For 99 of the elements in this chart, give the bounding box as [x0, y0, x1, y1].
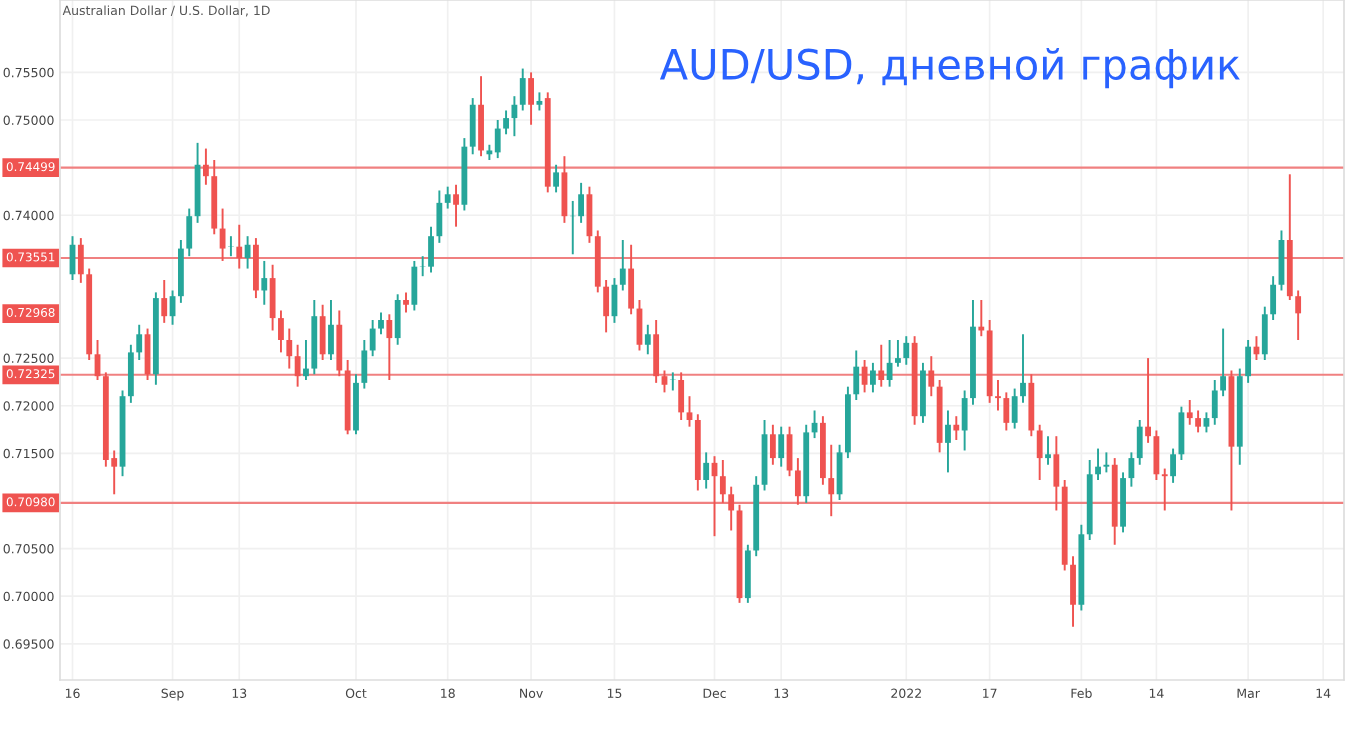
candlestick: [1145, 357, 1151, 444]
candlestick: [453, 183, 459, 228]
candlestick: [1136, 419, 1143, 466]
candlestick: [744, 543, 751, 604]
candlestick: [1103, 451, 1110, 474]
candlestick: [653, 319, 660, 384]
candlestick: [528, 71, 534, 126]
candlestick: [228, 235, 234, 258]
candlestick: [369, 319, 376, 358]
candlestick: [303, 339, 309, 381]
candlestick: [1195, 409, 1202, 434]
candlestick: [1211, 379, 1218, 426]
candlestick: [1028, 373, 1035, 438]
candlestick: [294, 343, 301, 388]
candlestick: [161, 279, 168, 324]
candlestick: [953, 415, 960, 441]
candlestick: [578, 181, 585, 224]
candlestick: [253, 237, 259, 300]
candlestick: [536, 91, 543, 112]
candlestick: [269, 263, 276, 332]
candlestick: [353, 373, 359, 436]
text: AUD/USD, дневной график: [659, 48, 1240, 89]
candlestick: [1261, 305, 1268, 361]
candlestick: [478, 75, 484, 158]
candlestick: [278, 309, 284, 354]
candlestick: [1161, 467, 1168, 512]
candlestick: [519, 67, 526, 112]
candlestick: [853, 349, 860, 401]
candlestick: [511, 95, 518, 138]
candlestick: [686, 395, 693, 428]
candlestick: [1220, 327, 1227, 398]
candlestick: [1095, 447, 1101, 481]
candlestick: [995, 379, 1001, 412]
candlestick: [1203, 411, 1210, 434]
candlestick: [903, 335, 910, 366]
candlestick: [728, 485, 735, 532]
candlestick: [778, 425, 785, 468]
candlestick: [186, 207, 193, 258]
candlestick: [202, 147, 209, 186]
candlestick: [678, 371, 685, 421]
candlestick: [553, 163, 560, 194]
candlestick: [920, 361, 926, 424]
candlestick: [961, 389, 968, 452]
candlestick: [1011, 387, 1018, 430]
candlestick: [503, 109, 509, 136]
candlestick: [127, 343, 134, 404]
candlestick: [136, 323, 143, 361]
candlestick: [378, 311, 384, 336]
candlestick: [1153, 429, 1160, 481]
candlestick: [403, 291, 409, 314]
candlestick: [886, 339, 893, 388]
candlestick: [444, 185, 451, 210]
candlestick: [1045, 435, 1051, 466]
candlestick: [619, 239, 626, 292]
candlestick: [319, 303, 326, 361]
candlestick: [1245, 339, 1252, 384]
candlestick: [703, 451, 710, 490]
candlestick: [1003, 391, 1010, 432]
candlestick: [1070, 555, 1076, 628]
candlestick: [469, 97, 476, 156]
candlestick: [1270, 275, 1277, 321]
candlestick: [177, 239, 184, 304]
candlestick: [428, 225, 434, 274]
candlestick: [1170, 447, 1176, 484]
candlestick: [286, 327, 293, 370]
candlestick: [661, 369, 668, 394]
candlestick: [794, 457, 801, 506]
candlestick: [895, 339, 901, 368]
candlestick: [244, 235, 251, 270]
candlestick: [861, 359, 868, 394]
candlestick: [394, 293, 401, 346]
candlestick: [436, 189, 443, 244]
candlestick: [219, 207, 226, 262]
candlestick: [603, 279, 610, 334]
candlestick: [878, 343, 885, 388]
candlestick: [945, 409, 951, 474]
candlestick: [870, 361, 876, 394]
candlestick: [328, 299, 334, 361]
candlestick: [644, 323, 651, 356]
candlestick: [494, 119, 501, 160]
candlestick: [1020, 333, 1026, 404]
candlestick: [719, 459, 726, 504]
candlestick: [1128, 451, 1135, 488]
candlestick: [1186, 399, 1193, 426]
candlestick: [411, 259, 418, 312]
candlestick: [261, 259, 268, 306]
candlestick: [769, 423, 776, 466]
candlestick: [1178, 405, 1185, 461]
candlestick: [386, 313, 393, 381]
candlestick: [1036, 423, 1043, 481]
candlestick: [1053, 435, 1060, 512]
candlestick: [77, 237, 84, 284]
candlestick: [236, 223, 243, 270]
candlestick: [336, 309, 343, 378]
candlestick: [828, 443, 835, 518]
candlestick: [928, 355, 935, 398]
candlestick: [628, 243, 635, 316]
candlestick: [361, 339, 368, 390]
candlestick: [1295, 289, 1302, 341]
